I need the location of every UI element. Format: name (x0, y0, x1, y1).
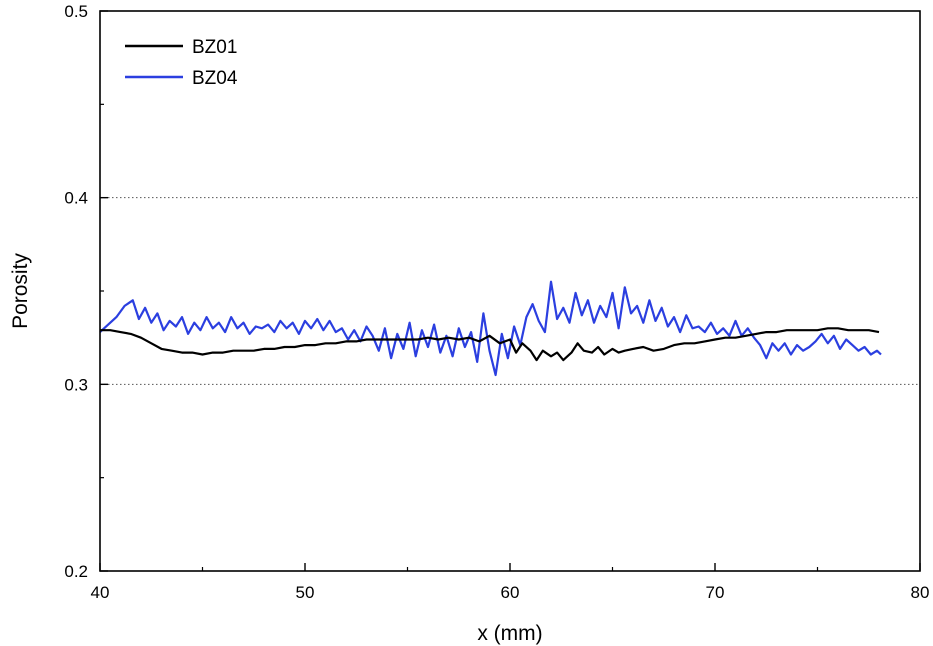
y-axis-title: Porosity (9, 253, 32, 329)
legend-label-bz01: BZ01 (192, 37, 237, 58)
x-tick-label: 60 (501, 583, 520, 602)
y-tick-label: 0.4 (64, 189, 88, 208)
y-tick-label: 0.5 (64, 2, 88, 21)
series-lines (99, 280, 882, 377)
gridlines (100, 197, 920, 385)
series-line-bz01 (100, 327, 880, 362)
x-axis-title: x (mm) (477, 622, 542, 645)
legend-label-bz04: BZ04 (192, 68, 238, 89)
x-tick-label: 40 (91, 583, 110, 602)
plot-frame (99, 10, 921, 572)
series-line-bz04 (99, 280, 882, 377)
legend: BZ01 BZ04 (125, 37, 238, 89)
y-tick-label: 0.2 (64, 562, 88, 581)
x-axis: 40 50 60 70 80 (91, 563, 930, 602)
x-tick-label: 70 (706, 583, 725, 602)
y-axis: 0.2 0.3 0.4 0.5 (64, 2, 108, 581)
x-tick-label: 50 (296, 583, 315, 602)
y-tick-label: 0.3 (64, 375, 88, 394)
x-tick-label: 80 (911, 583, 930, 602)
